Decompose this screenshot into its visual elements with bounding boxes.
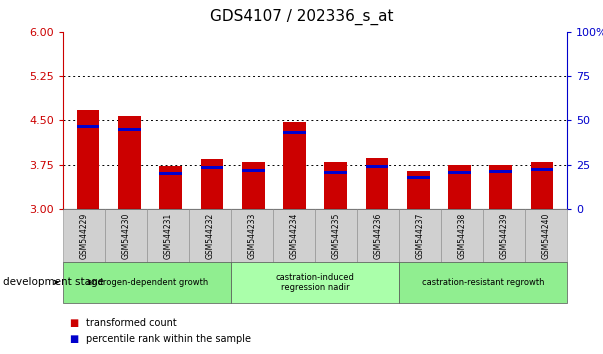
Bar (365, 158, 388, 209)
Bar (448, 171, 471, 174)
Text: ■: ■ (69, 318, 78, 328)
Bar (365, 165, 388, 168)
Bar (201, 159, 223, 209)
Text: GSM544240: GSM544240 (541, 212, 551, 259)
Bar (159, 172, 182, 175)
Text: GSM544231: GSM544231 (163, 212, 172, 258)
Bar (242, 162, 265, 209)
Bar (324, 171, 347, 174)
Text: GDS4107 / 202336_s_at: GDS4107 / 202336_s_at (210, 9, 393, 25)
Bar (283, 121, 306, 209)
Text: castration-induced
regression nadir: castration-induced regression nadir (276, 273, 355, 292)
Text: GSM544239: GSM544239 (499, 212, 508, 259)
Bar (77, 110, 99, 209)
Text: GSM544229: GSM544229 (80, 212, 89, 258)
Text: GSM544235: GSM544235 (332, 212, 341, 259)
Text: GSM544237: GSM544237 (415, 212, 425, 259)
Text: castration-resistant regrowth: castration-resistant regrowth (421, 278, 544, 287)
Text: transformed count: transformed count (86, 318, 177, 328)
Bar (531, 162, 554, 209)
Bar (77, 125, 99, 128)
Text: ■: ■ (69, 334, 78, 344)
Text: GSM544236: GSM544236 (373, 212, 382, 259)
Bar (159, 166, 182, 209)
Bar (490, 165, 512, 209)
Text: GSM544230: GSM544230 (122, 212, 131, 259)
Text: GSM544238: GSM544238 (458, 212, 467, 258)
Bar (407, 176, 429, 179)
Bar (531, 168, 554, 171)
Bar (324, 162, 347, 209)
Text: percentile rank within the sample: percentile rank within the sample (86, 334, 251, 344)
Text: GSM544232: GSM544232 (206, 212, 215, 258)
Text: GSM544233: GSM544233 (248, 212, 257, 259)
Bar (490, 170, 512, 173)
Text: development stage: development stage (3, 277, 104, 287)
Text: GSM544234: GSM544234 (289, 212, 298, 259)
Bar (118, 127, 140, 131)
Bar (448, 165, 471, 209)
Text: androgen-dependent growth: androgen-dependent growth (87, 278, 208, 287)
Bar (118, 116, 140, 209)
Bar (283, 131, 306, 134)
Bar (201, 166, 223, 169)
Bar (242, 169, 265, 172)
Bar (407, 171, 429, 209)
